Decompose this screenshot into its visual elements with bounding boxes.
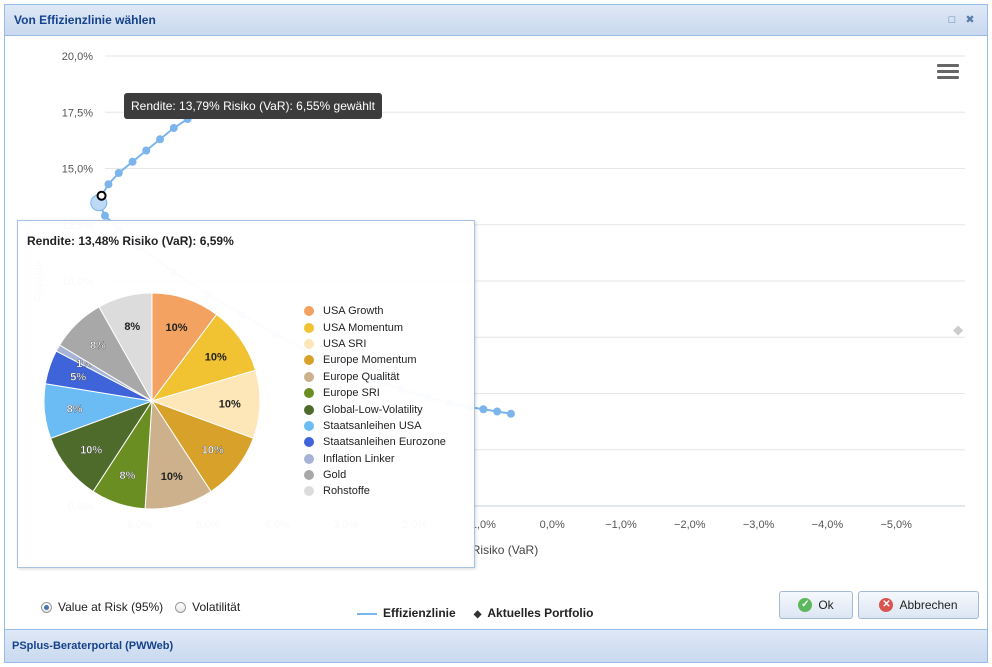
legend-dot-icon [304, 404, 314, 415]
legend-label: Rohstoffe [323, 485, 370, 498]
efficiency-point[interactable] [128, 157, 137, 166]
window-title: Von Effizienzlinie wählen [14, 13, 156, 27]
legend-label: Global-Low-Volatility [323, 403, 423, 416]
efficiency-point[interactable] [114, 169, 123, 177]
status-bar: PSplus-Beraterportal (PWWeb) [5, 629, 987, 662]
legend-dot-icon [304, 486, 314, 497]
pie-slice-label: 10% [80, 444, 102, 456]
legend-label: Gold [323, 469, 347, 482]
popup-title: Rendite: 13,48% Risiko (VaR): 6,59% [27, 234, 234, 248]
efficiency-point[interactable] [142, 146, 151, 155]
pie-legend-item[interactable]: Europe SRI [304, 385, 446, 401]
legend-item-efficiency-line[interactable]: Effizienzlinie [357, 606, 456, 620]
x-tick-label: −5,0% [880, 519, 912, 531]
pie-legend-item[interactable]: Global-Low-Volatility [304, 401, 446, 417]
pie-slice-label: 5% [70, 371, 86, 383]
legend-dot-icon [304, 437, 314, 448]
pie-slice-label: 10% [219, 398, 241, 410]
pie-slice[interactable] [98, 292, 153, 403]
radio-volatility[interactable]: Volatilität [175, 600, 240, 614]
pie-legend-item[interactable]: Europe Qualität [304, 369, 446, 385]
pie-slice-label: 10% [202, 444, 224, 456]
cancel-icon: ✕ [879, 598, 894, 612]
legend-label: Inflation Linker [323, 452, 395, 465]
efficiency-point[interactable] [101, 211, 109, 220]
pie-slice-label: 8% [124, 321, 140, 333]
legend-label: USA SRI [323, 337, 367, 350]
pie-legend-item[interactable]: USA Growth [304, 303, 446, 319]
legend-dot-icon [304, 453, 314, 464]
efficiency-point[interactable] [493, 407, 502, 416]
legend-dot-icon [304, 371, 314, 382]
allocation-pie-chart: 10%10%10%10%10%8%10%8%5%1%8%8% [43, 292, 261, 510]
legend-dot-icon [304, 322, 314, 333]
y-tick-label: 20,0% [62, 51, 93, 63]
legend-dot-icon [304, 306, 314, 317]
x-tick-label: −3,0% [743, 519, 775, 531]
y-tick-label: 15,0% [62, 164, 93, 176]
pie-slice-label: 8% [90, 340, 106, 352]
efficiency-point[interactable] [169, 124, 178, 132]
pie-legend-item[interactable]: Inflation Linker [304, 451, 446, 467]
pie-legend-item[interactable]: Rohstoffe [304, 483, 446, 499]
x-tick-label: −2,0% [674, 519, 706, 531]
title-bar: Von Effizienzlinie wählen □ ✖ [5, 5, 987, 36]
pie-slice-label: 10% [205, 352, 227, 364]
chart-legend: Effizienzlinie ◆ Aktuelles Portfolio [357, 606, 593, 620]
radio-unchecked-icon [175, 601, 187, 613]
x-axis-title: Risiko (VaR) [472, 543, 538, 557]
check-icon: ✓ [798, 598, 813, 612]
x-tick-label: 1,0% [471, 519, 496, 531]
radio-value-at-risk[interactable]: Value at Risk (95%) [41, 600, 163, 614]
pie-legend-item[interactable]: Staatsanleihen USA [304, 418, 446, 434]
ok-button[interactable]: ✓ Ok [779, 591, 853, 619]
pie-slice-label: 8% [67, 403, 83, 415]
dialog-window: Von Effizienzlinie wählen □ ✖ 0,0%2,5%5,… [4, 4, 988, 663]
pie-slice-label: 10% [161, 471, 183, 483]
x-tick-label: −1,0% [605, 519, 637, 531]
legend-dot-icon [304, 420, 314, 431]
legend-label: Europe Qualität [323, 370, 400, 383]
allocation-popup: Rendite: 13,48% Risiko (VaR): 6,59% 10% 1… [17, 220, 475, 568]
legend-label: USA Momentum [323, 321, 404, 334]
pie-legend: USA Growth USA Momentum USA SRI Europe Mome… [304, 303, 446, 500]
radio-checked-icon [41, 601, 52, 613]
selected-point[interactable] [96, 190, 107, 201]
pie-legend-item[interactable]: Staatsanleihen Eurozone [304, 434, 446, 450]
chart-menu-icon[interactable] [937, 64, 959, 82]
legend-label: Europe SRI [323, 387, 380, 400]
pie-legend-item[interactable]: USA SRI [304, 336, 446, 352]
pie-slice-label: 8% [120, 470, 136, 482]
legend-dot-icon [304, 388, 314, 399]
risk-measure-radio-group: Value at Risk (95%) Volatilität [41, 600, 252, 614]
pie-legend-item[interactable]: Gold [304, 467, 446, 483]
diamond-marker-icon: ◆ [473, 609, 482, 620]
legend-dot-icon [304, 338, 314, 349]
cancel-button[interactable]: ✕ Abbrechen [858, 591, 979, 619]
chart-area: 0,0%2,5%5,0%7,5%10,0%12,5%15,0%17,5%20,0… [5, 36, 987, 620]
footer-label: PSplus-Beraterportal (PWWeb) [12, 640, 174, 652]
efficiency-point[interactable] [104, 180, 113, 189]
legend-label: Europe Momentum [323, 354, 417, 367]
close-icon[interactable]: ✖ [965, 14, 975, 26]
restore-icon[interactable]: □ [948, 14, 956, 26]
selected-point-tooltip: Rendite: 13,79% Risiko (VaR): 6,55% gewä… [124, 93, 382, 119]
legend-dot-icon [304, 355, 314, 366]
line-marker-icon [357, 612, 377, 615]
efficiency-point[interactable] [479, 405, 488, 414]
x-tick-label: 0,0% [540, 519, 565, 531]
y-tick-label: 17,5% [62, 107, 93, 119]
pie-legend-item[interactable]: USA Momentum [304, 319, 446, 335]
legend-label: Staatsanleihen Eurozone [323, 436, 446, 449]
legend-item-current-portfolio[interactable]: ◆ Aktuelles Portfolio [473, 606, 594, 620]
legend-label: USA Growth [323, 305, 384, 318]
current-portfolio-marker[interactable] [953, 325, 964, 336]
pie-legend-item[interactable]: Europe Momentum [304, 352, 446, 368]
x-tick-label: −4,0% [812, 519, 844, 531]
legend-label: Staatsanleihen USA [323, 419, 422, 432]
efficiency-point[interactable] [156, 135, 165, 144]
pie-slice-label: 10% [165, 322, 187, 334]
legend-dot-icon [304, 470, 314, 481]
efficiency-point[interactable] [506, 409, 515, 418]
